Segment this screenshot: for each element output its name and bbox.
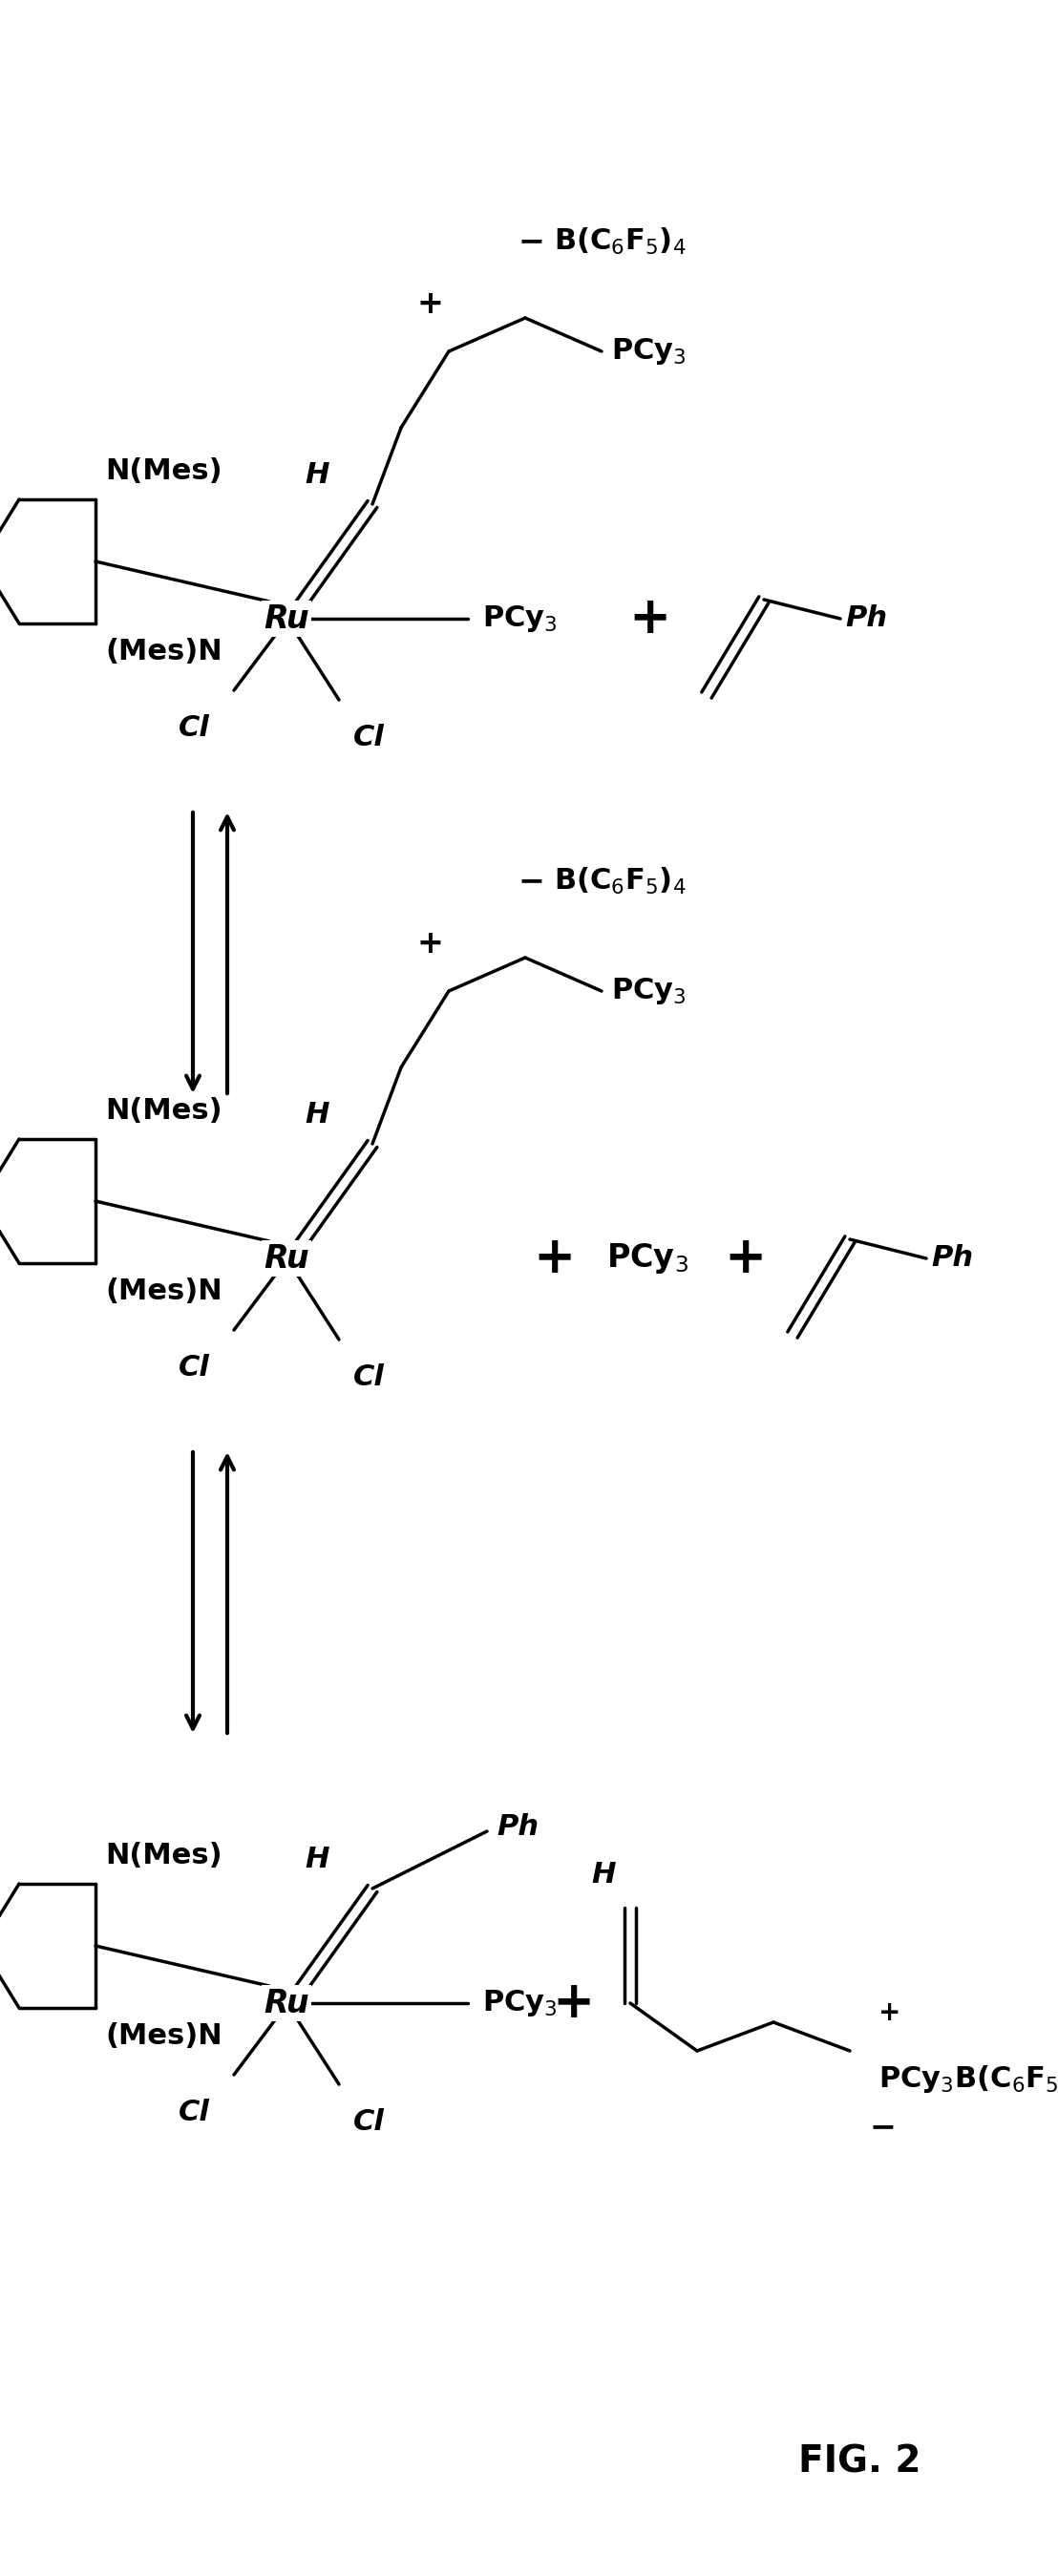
Text: (Mes)N: (Mes)N — [105, 2022, 222, 2050]
Text: N(Mes): N(Mes) — [105, 459, 222, 484]
Text: PCy$_3$B(C$_6$F$_5$)$_4$: PCy$_3$B(C$_6$F$_5$)$_4$ — [878, 2063, 1058, 2094]
Text: Ph: Ph — [845, 605, 888, 634]
Text: B(C$_6$F$_5$)$_4$: B(C$_6$F$_5$)$_4$ — [553, 227, 687, 258]
Text: Cl: Cl — [353, 2107, 385, 2136]
Text: +: + — [724, 1234, 766, 1283]
Text: H: H — [305, 461, 329, 489]
Text: Ru: Ru — [263, 603, 309, 634]
Text: +: + — [552, 1978, 594, 2027]
Text: +: + — [417, 289, 443, 319]
Text: N(Mes): N(Mes) — [105, 1097, 222, 1126]
Text: Ph: Ph — [496, 1814, 539, 1839]
Text: (Mes)N: (Mes)N — [105, 1278, 222, 1306]
Text: −: − — [869, 2112, 896, 2143]
Text: −: − — [517, 866, 544, 896]
Text: Cl: Cl — [179, 1355, 211, 1381]
Text: H: H — [591, 1860, 616, 1888]
Text: N(Mes): N(Mes) — [105, 1842, 222, 1870]
Text: −: − — [517, 227, 544, 258]
Text: +: + — [628, 595, 671, 644]
Text: B(C$_6$F$_5$)$_4$: B(C$_6$F$_5$)$_4$ — [553, 866, 687, 896]
Text: PCy$_3$: PCy$_3$ — [482, 1989, 558, 2020]
Text: H: H — [305, 1103, 329, 1128]
Text: FIG. 2: FIG. 2 — [798, 2442, 920, 2481]
Text: +: + — [417, 927, 443, 958]
Text: Cl: Cl — [179, 2099, 211, 2125]
Text: PCy$_3$: PCy$_3$ — [612, 335, 687, 366]
Text: Ph: Ph — [931, 1244, 973, 1273]
Text: PCy$_3$: PCy$_3$ — [606, 1242, 689, 1275]
Text: +: + — [878, 1999, 900, 2027]
Text: Cl: Cl — [353, 724, 385, 752]
Text: Ru: Ru — [263, 1242, 309, 1275]
Text: PCy$_3$: PCy$_3$ — [482, 603, 558, 634]
Text: Ru: Ru — [263, 1986, 309, 2020]
Text: Cl: Cl — [353, 1363, 385, 1391]
Text: H: H — [305, 1847, 329, 1873]
Text: PCy$_3$: PCy$_3$ — [612, 976, 687, 1007]
Text: +: + — [532, 1234, 574, 1283]
Text: Cl: Cl — [179, 714, 211, 742]
Text: (Mes)N: (Mes)N — [105, 639, 222, 665]
